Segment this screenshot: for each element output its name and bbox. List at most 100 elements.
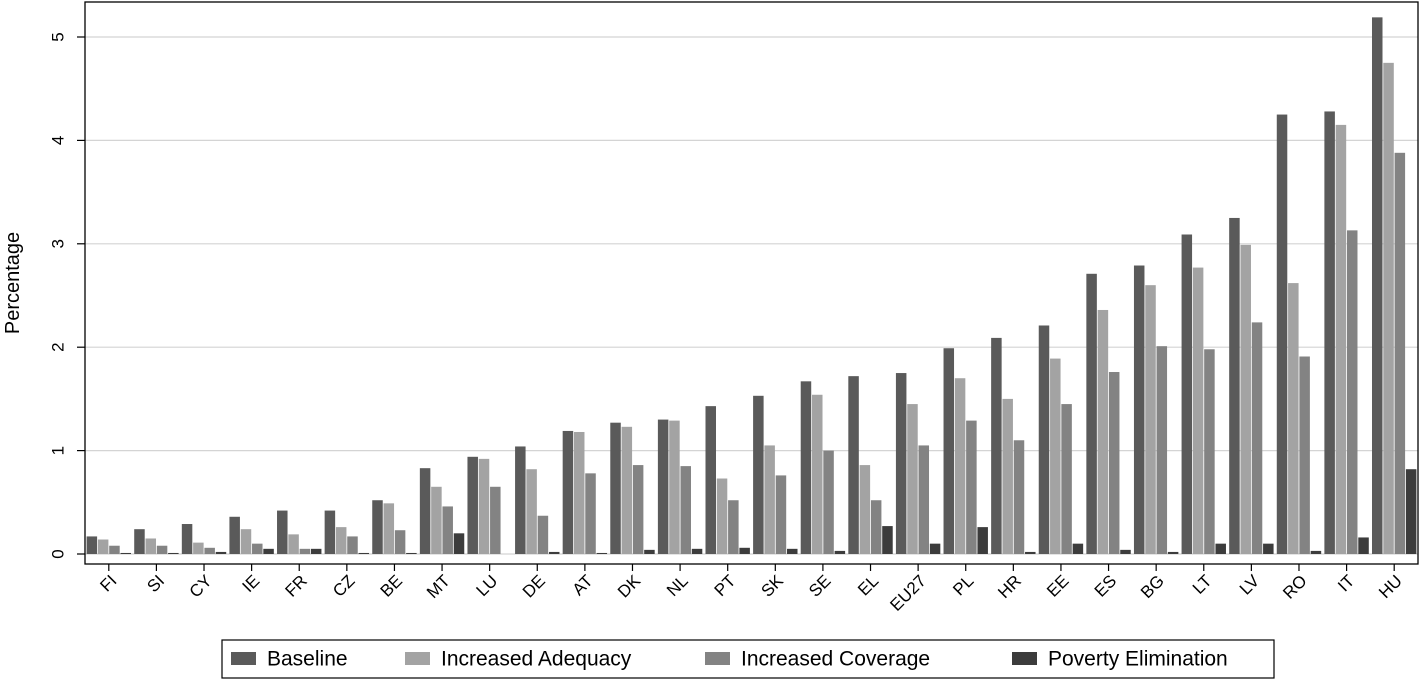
x-tick-label: BG bbox=[1137, 571, 1168, 602]
bar bbox=[800, 381, 812, 554]
bar bbox=[1025, 551, 1036, 554]
bar bbox=[277, 510, 288, 554]
bar bbox=[288, 534, 299, 554]
x-tick-label: IT bbox=[1334, 571, 1358, 595]
bar bbox=[252, 543, 263, 554]
bar bbox=[347, 536, 358, 554]
legend-swatch bbox=[1012, 652, 1037, 665]
bar bbox=[1061, 404, 1072, 554]
bar bbox=[596, 552, 608, 554]
bar bbox=[419, 468, 431, 554]
legend: Baseline Increased Adequacy Increased Cove… bbox=[221, 639, 1275, 679]
bar bbox=[145, 538, 157, 554]
x-tick-label: NL bbox=[663, 571, 692, 600]
x-tick-label: FR bbox=[281, 571, 310, 600]
legend-swatch bbox=[231, 652, 256, 665]
x-tick-label: SK bbox=[758, 571, 788, 601]
x-tick-label: CY bbox=[186, 571, 216, 601]
x-tick-label: SE bbox=[805, 571, 834, 600]
bar bbox=[1192, 267, 1204, 554]
x-tick-label: ES bbox=[1091, 571, 1120, 600]
bar bbox=[97, 539, 109, 554]
x-tick-label: SI bbox=[143, 571, 168, 596]
bar bbox=[728, 500, 739, 554]
bar bbox=[991, 337, 1002, 554]
x-tick-label: HU bbox=[1375, 571, 1406, 602]
bar bbox=[383, 503, 395, 554]
bar bbox=[1108, 372, 1120, 554]
bar bbox=[1072, 543, 1084, 554]
bar bbox=[848, 376, 859, 554]
bar bbox=[1013, 440, 1025, 554]
plot-frame bbox=[84, 1, 1419, 565]
y-axis: 0 1 2 3 4 5 bbox=[49, 32, 85, 559]
bar bbox=[1133, 265, 1145, 554]
bar bbox=[240, 529, 252, 554]
bar bbox=[610, 422, 621, 554]
y-tick-label: 0 bbox=[49, 549, 68, 558]
bar bbox=[680, 466, 691, 554]
x-tick-label: IE bbox=[239, 571, 264, 596]
bars bbox=[86, 17, 1417, 555]
x-tick-label: LT bbox=[1189, 571, 1216, 598]
x-tick-label: DE bbox=[519, 571, 549, 601]
x-tick-label: PL bbox=[949, 571, 977, 599]
legend-swatch bbox=[405, 652, 430, 665]
bar bbox=[109, 545, 120, 554]
x-tick-label: EU27 bbox=[886, 571, 930, 615]
bar bbox=[1335, 124, 1347, 554]
bar bbox=[943, 348, 955, 554]
bar bbox=[716, 478, 728, 554]
bar bbox=[1204, 349, 1215, 554]
bar bbox=[478, 458, 490, 554]
bar bbox=[753, 395, 764, 554]
bar bbox=[966, 420, 977, 554]
bar bbox=[1002, 398, 1013, 554]
bar bbox=[229, 516, 240, 554]
bar bbox=[1086, 273, 1097, 554]
bar bbox=[1276, 114, 1288, 555]
bar bbox=[621, 426, 633, 554]
y-tick-label: 5 bbox=[49, 32, 68, 41]
bar bbox=[644, 549, 655, 554]
bar bbox=[562, 430, 574, 554]
bar bbox=[406, 552, 417, 554]
bar bbox=[1383, 62, 1394, 554]
bar bbox=[907, 404, 918, 554]
bar bbox=[324, 510, 336, 554]
bar bbox=[134, 529, 145, 554]
bar bbox=[120, 552, 132, 554]
bar bbox=[870, 500, 882, 554]
legend-label: Increased Adequacy bbox=[441, 648, 632, 671]
bar bbox=[467, 456, 478, 554]
bar bbox=[537, 515, 549, 554]
bar bbox=[1405, 469, 1417, 554]
bar bbox=[431, 486, 442, 554]
y-tick-label: 2 bbox=[49, 342, 68, 351]
bar bbox=[204, 547, 215, 554]
bar bbox=[1145, 285, 1156, 554]
bar bbox=[1156, 346, 1168, 554]
bar bbox=[1371, 17, 1383, 554]
bar bbox=[1167, 551, 1179, 554]
bar bbox=[859, 465, 871, 554]
bar bbox=[1324, 111, 1335, 554]
bar bbox=[215, 551, 227, 554]
y-tick-label: 1 bbox=[49, 446, 68, 455]
bar bbox=[193, 542, 204, 554]
x-tick-label: EL bbox=[854, 571, 882, 599]
bar bbox=[442, 506, 453, 554]
x-tick-label: PT bbox=[711, 571, 740, 600]
legend-box bbox=[221, 639, 1275, 679]
legend-label: Increased Coverage bbox=[741, 648, 930, 671]
bar bbox=[548, 551, 560, 554]
x-axis: FI SI CY IE FR CZ BE MT LU DE AT DK NL PT SK SE EL EU27 PL… bbox=[96, 564, 1406, 615]
bar bbox=[299, 548, 311, 554]
bar bbox=[1263, 543, 1274, 554]
legend-swatch bbox=[705, 652, 730, 665]
bar bbox=[669, 420, 680, 554]
bar bbox=[657, 419, 669, 554]
bar bbox=[739, 547, 750, 554]
